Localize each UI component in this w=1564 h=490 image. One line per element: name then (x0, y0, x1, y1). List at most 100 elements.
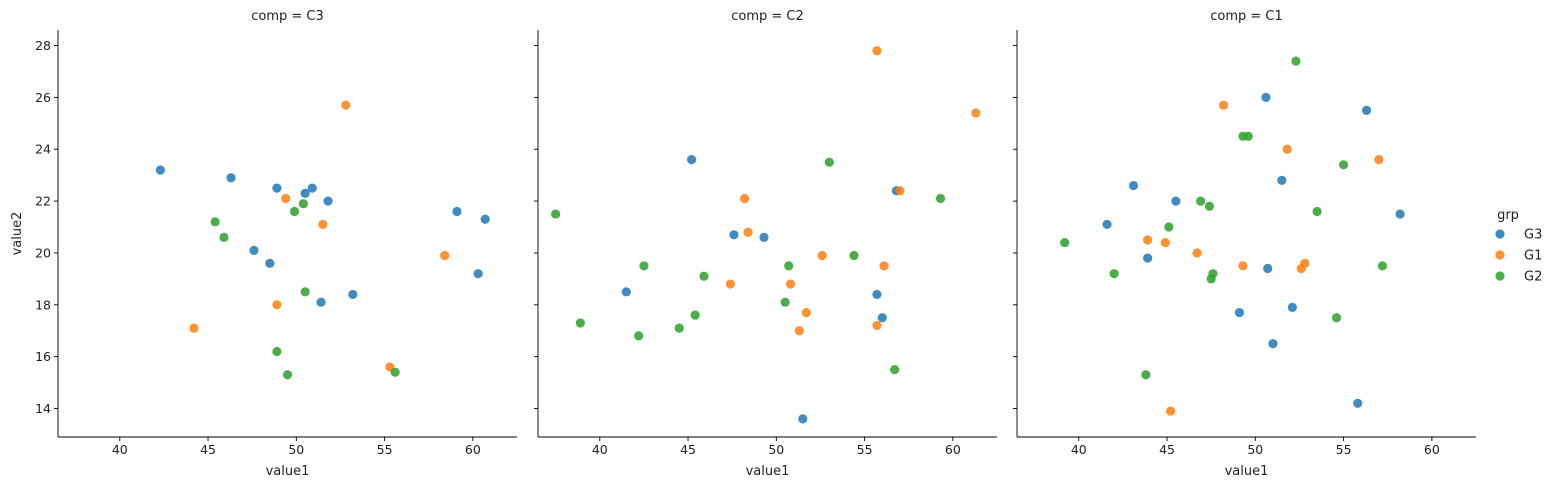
data-point-g3 (877, 313, 887, 323)
data-point-g1 (872, 320, 882, 331)
data-point-g1 (872, 46, 882, 56)
data-point-g2 (935, 193, 946, 204)
x-tick-label: 50 (768, 442, 784, 457)
legend-label-g2: G2 (1524, 270, 1542, 285)
data-point-g1 (1300, 258, 1310, 268)
data-point-g2 (1206, 274, 1216, 284)
x-tick-label: 55 (377, 442, 393, 457)
data-point-g1 (318, 219, 328, 230)
panel-title: comp = C2 (731, 9, 804, 24)
x-tick-label: 55 (1336, 442, 1352, 457)
data-point-g3 (759, 232, 769, 242)
data-point-g2 (390, 367, 400, 377)
data-point-g2 (282, 370, 293, 380)
data-point-g2 (1109, 269, 1119, 279)
panel-title: comp = C3 (251, 9, 324, 24)
data-point-g1 (341, 100, 351, 110)
data-point-g2 (289, 206, 300, 217)
data-point-g2 (1164, 222, 1174, 232)
data-point-g3 (1143, 253, 1153, 263)
data-point-g1 (1143, 235, 1153, 245)
data-point-g3 (1353, 398, 1363, 408)
y-axis-label: value2 (10, 212, 25, 256)
data-point-g1 (971, 108, 981, 118)
data-point-g2 (272, 346, 282, 357)
data-point-g3 (1128, 180, 1139, 191)
data-point-g2 (1331, 313, 1342, 323)
data-point-g1 (1238, 261, 1248, 271)
data-point-g2 (551, 209, 561, 219)
data-point-g3 (1171, 196, 1181, 206)
data-point-g2 (1204, 201, 1215, 211)
y-tick-label: 24 (35, 142, 51, 157)
data-point-g3 (621, 287, 631, 297)
legend-label-g1: G1 (1524, 249, 1542, 264)
facet-panel-3: comp = C1 40 45 50 55 60 value1 (1013, 9, 1476, 479)
data-point-g1 (1374, 155, 1384, 165)
data-point-g3 (729, 230, 739, 240)
data-point-g1 (1192, 248, 1202, 258)
data-point-g3 (1261, 92, 1271, 103)
data-point-g2 (1060, 237, 1070, 248)
legend-label-g3: G3 (1524, 228, 1542, 243)
data-point-g2 (300, 287, 310, 297)
data-point-g3 (249, 245, 259, 255)
data-point-g1 (785, 279, 796, 289)
data-point-g1 (794, 326, 804, 336)
x-tick-label: 50 (1247, 442, 1263, 457)
x-tick-label: 40 (1071, 442, 1087, 457)
data-point-g2 (298, 199, 308, 209)
x-tick-label: 40 (592, 442, 608, 457)
data-point-g2 (1338, 160, 1349, 170)
data-point-g1 (725, 279, 736, 289)
data-point-g1 (743, 227, 753, 237)
data-point-g3 (1234, 307, 1245, 318)
data-point-g3 (155, 165, 165, 175)
data-point-g2 (1243, 131, 1253, 141)
data-point-g1 (440, 250, 450, 261)
data-point-g2 (674, 323, 684, 333)
data-point-g1 (189, 323, 199, 333)
data-point-g2 (824, 157, 834, 167)
data-point-g1 (801, 307, 811, 318)
data-point-g3 (323, 196, 333, 206)
data-point-g1 (1282, 144, 1292, 154)
data-point-g2 (639, 261, 649, 271)
x-tick-label: 60 (945, 442, 961, 457)
data-point-g3 (1102, 219, 1112, 230)
x-tick-label: 40 (112, 442, 128, 457)
y-tick-label: 20 (35, 245, 51, 260)
data-point-g2 (634, 331, 644, 341)
x-axis-label: value1 (746, 464, 790, 479)
data-point-g3 (1287, 302, 1297, 312)
data-point-g2 (1141, 370, 1151, 380)
data-point-g3 (226, 173, 236, 183)
data-point-g3 (798, 414, 808, 424)
data-point-g1 (1218, 100, 1229, 110)
x-tick-label: 45 (200, 442, 216, 457)
y-tick-label: 22 (35, 194, 51, 209)
data-point-g3 (300, 188, 310, 198)
data-point-g3 (316, 297, 326, 307)
data-point-g2 (575, 318, 585, 328)
data-point-g2 (784, 261, 794, 271)
x-axis-label: value1 (266, 464, 310, 479)
data-point-g1 (739, 193, 750, 204)
panel-title: comp = C1 (1210, 9, 1283, 24)
data-point-g1 (879, 261, 889, 271)
x-axis-label: value1 (1225, 464, 1269, 479)
data-point-g2 (890, 364, 900, 375)
data-point-g3 (348, 289, 358, 300)
data-point-g3 (272, 183, 282, 193)
data-point-g3 (1395, 209, 1405, 219)
y-tick-label: 18 (35, 297, 51, 312)
data-point-g3 (480, 214, 490, 224)
x-tick-label: 50 (288, 442, 304, 457)
data-point-g2 (1291, 56, 1301, 66)
data-point-g1 (281, 193, 291, 204)
legend-title: grp (1497, 208, 1519, 223)
data-point-g3 (1263, 263, 1273, 274)
data-point-g2 (1312, 206, 1322, 217)
legend-marker-g3 (1495, 229, 1505, 239)
